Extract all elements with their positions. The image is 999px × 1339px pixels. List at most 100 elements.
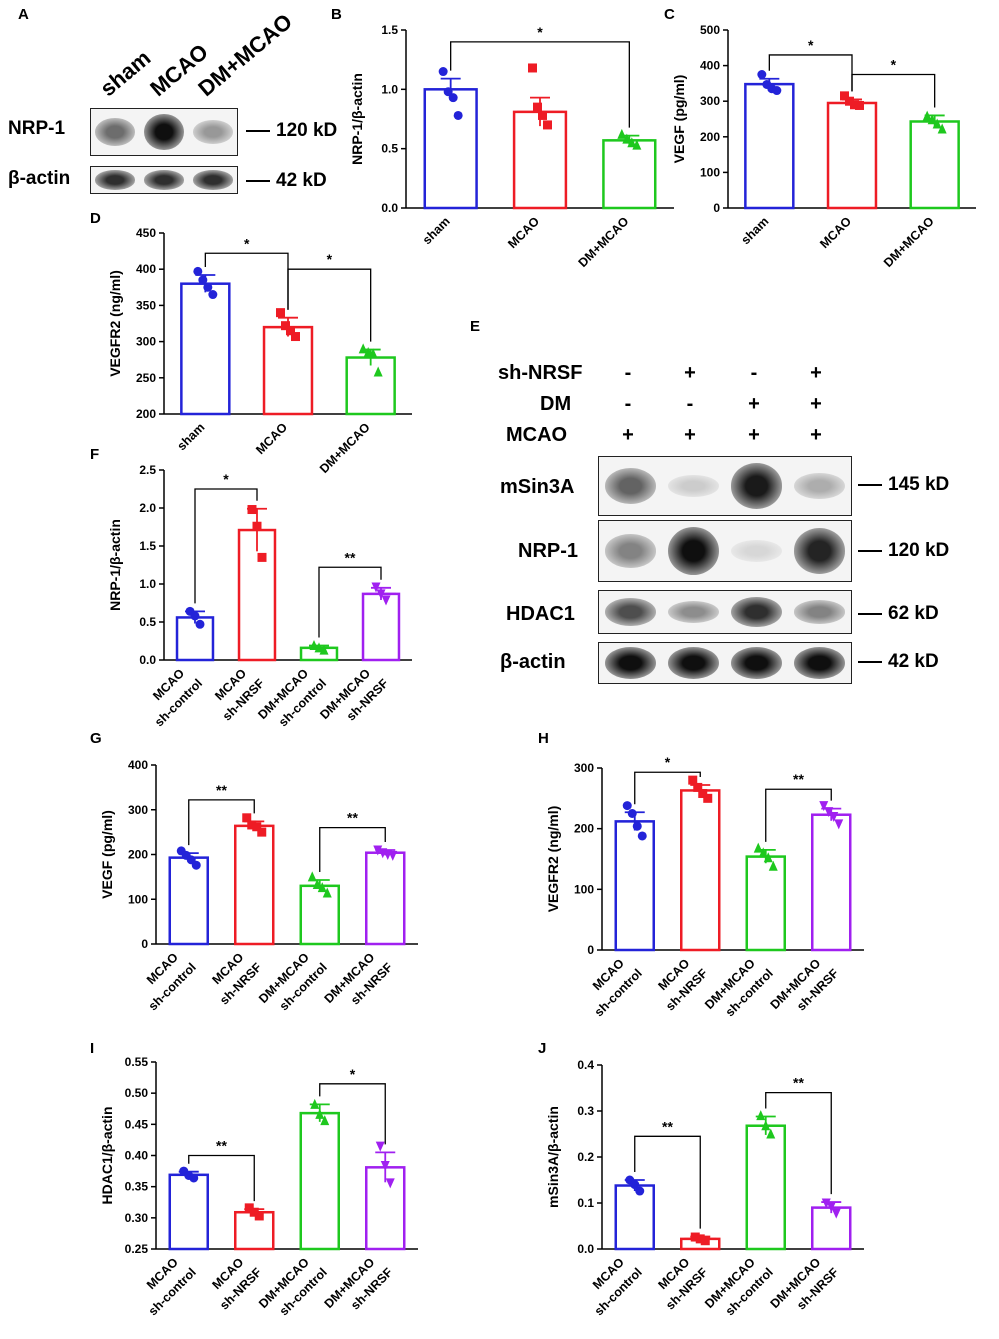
data-point: [635, 1186, 645, 1196]
condition-sign: +: [810, 393, 822, 415]
data-point: [757, 70, 767, 79]
data-point: [276, 308, 285, 318]
significance-label: **: [216, 1138, 227, 1154]
data-point: [845, 96, 854, 106]
condition-sign: +: [810, 362, 822, 384]
y-tick-label: 0.50: [125, 1086, 149, 1100]
y-tick-label: 300: [574, 761, 594, 775]
data-point: [533, 102, 542, 112]
y-tick-label: 400: [700, 59, 720, 73]
y-tick-label: 300: [700, 94, 720, 108]
blot-band: [604, 598, 657, 626]
x-tick-label: DM+MCAO: [576, 214, 632, 270]
data-point: [840, 91, 849, 101]
y-tick-label: 100: [700, 165, 720, 179]
blot-e-size-hdac1: 62 kD: [858, 603, 939, 625]
x-tick-label: DM+MCAO: [881, 214, 937, 270]
significance-bracket: [287, 268, 372, 342]
data-point: [257, 827, 267, 837]
bar: [365, 851, 406, 946]
blot-e-size-nrp1: 120 kD: [858, 540, 949, 562]
bar: [602, 139, 657, 210]
data-point: [317, 882, 327, 893]
blot-e-label-nrp1: NRP-1: [518, 540, 579, 562]
blot-band: [667, 647, 720, 679]
y-tick-label: 400: [136, 262, 156, 276]
blot-e-msin3a-strip: [598, 456, 852, 516]
condition-sign: +: [810, 424, 822, 446]
y-tick-label: 0.40: [125, 1149, 149, 1163]
blot-band: [604, 647, 657, 679]
significance-bracket: [194, 488, 258, 604]
blot-e-nrp1-strip: [598, 520, 852, 582]
significance-label: *: [350, 1066, 356, 1082]
y-tick-label: 100: [128, 892, 148, 906]
bar: [299, 1111, 340, 1251]
data-point: [358, 343, 368, 354]
data-point: [320, 1115, 330, 1126]
y-tick-label: 350: [136, 298, 156, 312]
data-point: [756, 1110, 766, 1121]
blot-e-actin-strip: [598, 642, 852, 684]
y-axis-title: VEGFR2 (ng/ml): [107, 270, 123, 377]
y-tick-label: 200: [136, 407, 156, 421]
blot-band: [667, 600, 720, 624]
data-point: [695, 1234, 705, 1244]
blot-band: [793, 647, 846, 679]
blot-band: [793, 528, 846, 574]
bar: [423, 88, 478, 210]
panel-label-i: I: [90, 1040, 95, 1057]
data-point: [622, 801, 632, 811]
blot-band: [730, 647, 783, 679]
bar: [168, 856, 209, 946]
blot-e-size-msin3a: 145 kD: [858, 474, 949, 496]
chart-d-group: 200 250 300 350 400 450 VEGFR2 (ng/ml) sham MCAO…: [107, 226, 412, 476]
bar: [680, 789, 721, 952]
significance-bracket: [319, 1083, 386, 1145]
data-point: [538, 110, 547, 120]
bar: [614, 820, 655, 952]
data-point: [761, 1120, 771, 1131]
chart-j-group: 0.00.10.20.30.4mSin3A/β-actinMCAOsh-cont…: [545, 1058, 864, 1318]
significance-label: *: [327, 251, 333, 267]
data-point: [291, 332, 300, 342]
condition-sign: +: [622, 424, 634, 446]
data-point: [368, 348, 378, 359]
data-point: [826, 1202, 836, 1213]
significance-label: **: [347, 810, 358, 826]
panel-label-d: D: [90, 210, 101, 227]
y-tick-label: 0.1: [577, 1196, 594, 1210]
panel-label-h: H: [538, 730, 549, 747]
x-tick-label: MCAO: [817, 214, 854, 251]
y-tick-label: 0.5: [139, 615, 156, 629]
blot-band: [95, 118, 136, 146]
y-axis-title: HDAC1/β-actin: [99, 1107, 115, 1205]
y-tick-label: 400: [128, 758, 148, 772]
y-tick-label: 450: [136, 226, 156, 240]
y-axis-title: VEGF (pg/ml): [671, 75, 687, 164]
data-point: [821, 1198, 831, 1209]
bar: [744, 82, 795, 210]
significance-bracket: [634, 1135, 701, 1229]
data-point: [198, 275, 208, 285]
x-tick-label: sham: [174, 420, 207, 453]
cond-label-sh-nrsf: sh-NRSF: [498, 362, 583, 384]
significance-bracket: [188, 799, 255, 846]
data-point: [190, 611, 200, 621]
data-point: [247, 820, 257, 830]
data-point: [829, 812, 839, 823]
blot-band: [192, 120, 233, 144]
y-axis-title: NRP-1/β-actin: [107, 519, 123, 611]
y-tick-label: 0.5: [381, 142, 398, 156]
bar: [345, 356, 396, 416]
data-point: [627, 809, 637, 818]
data-point: [622, 133, 632, 144]
blot-e-label-actin: β-actin: [500, 651, 566, 673]
data-point: [693, 782, 703, 792]
y-tick-label: 0.30: [125, 1211, 149, 1225]
data-point: [834, 819, 844, 830]
data-point: [855, 100, 864, 110]
data-point: [688, 775, 698, 785]
data-point: [448, 93, 458, 103]
y-tick-label: 1.0: [381, 82, 398, 96]
